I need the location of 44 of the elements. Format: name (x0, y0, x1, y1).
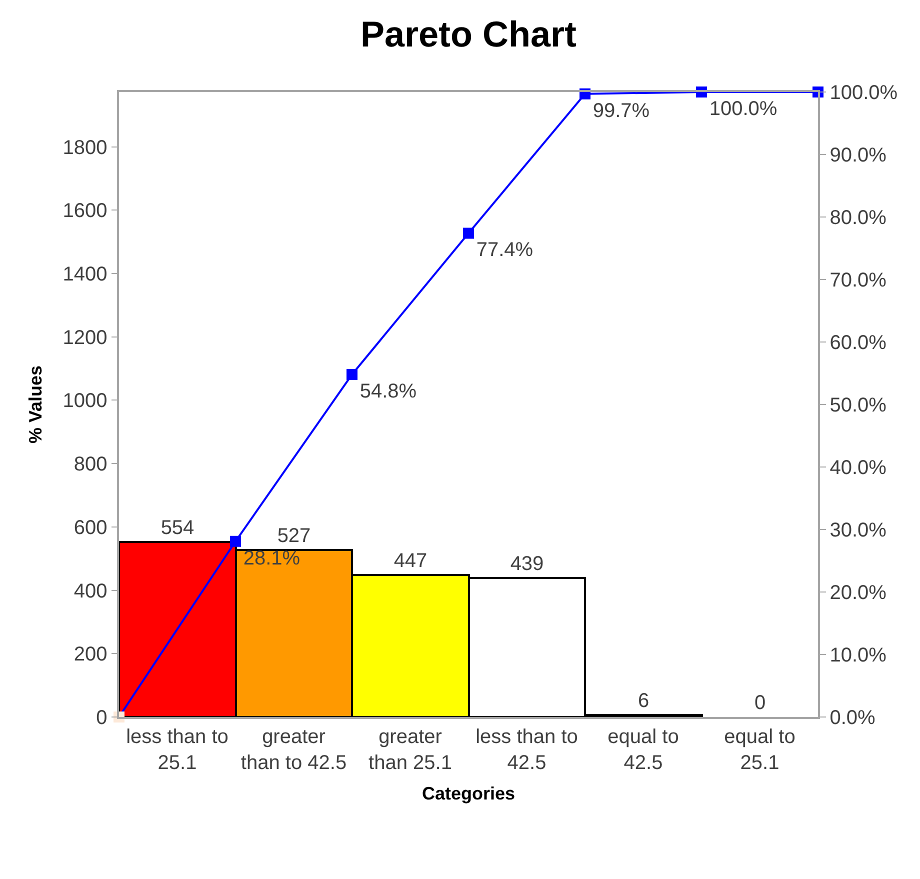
x-tick-label: greater than 25.1 (368, 726, 452, 774)
x-tick-label: less than to 25.1 (126, 726, 228, 774)
y-tick-label: 1200 (62, 326, 108, 349)
x-axis-title: Categories (422, 783, 516, 804)
data-label: 527 (277, 525, 311, 547)
x-tick-label: equal to 42.5 (608, 726, 679, 774)
x-tick-label: less than to 42.5 (476, 726, 578, 774)
y-tick-label: 0 (96, 707, 108, 729)
y-axis-title: % Values (25, 365, 46, 444)
data-label: 6 (638, 690, 650, 712)
point (230, 536, 241, 547)
point (463, 228, 474, 239)
point (346, 369, 358, 380)
x-tick-label: greater than to 42.5 (240, 726, 347, 774)
y2-tick-label: 60.0% (830, 332, 887, 354)
data-label: 0 (754, 692, 766, 714)
data-label: 554 (160, 517, 194, 539)
x-tick-label: equal to 25.1 (724, 726, 796, 774)
y-tick-label: 800 (74, 454, 108, 476)
y2-tick-label: 40.0% (830, 457, 887, 479)
data-label: 77.4% (476, 239, 534, 262)
chart-title: Pareto Chart (360, 14, 577, 55)
y2-tick-label: 20.0% (830, 582, 887, 604)
data-label: 28.1% (243, 547, 300, 570)
y2-tick-label: 100.0% (830, 82, 898, 104)
data-label: 447 (394, 550, 428, 572)
y-tick-label: 1800 (62, 136, 108, 159)
y-tick-label: 1600 (62, 200, 108, 222)
y-tick-label: 1400 (62, 264, 108, 286)
y2-tick-label: 30.0% (830, 520, 887, 542)
y-tick-label: 400 (74, 580, 108, 602)
data-label: 439 (510, 553, 544, 575)
y2-tick-label: 70.0% (830, 270, 887, 292)
data-label: 99.7% (592, 100, 650, 122)
y2-tick-label: 90.0% (830, 144, 887, 166)
y2-tick-label: 80.0% (830, 207, 887, 229)
y-tick-label: 200 (74, 644, 108, 666)
data-label: 100.0% (709, 98, 778, 120)
data-label: 54.8% (360, 380, 417, 402)
y2-tick-label: 50.0% (830, 394, 887, 416)
y-tick-label: 600 (74, 516, 108, 539)
y2-tick-label: 10.0% (830, 644, 887, 666)
y-tick-label: 1000 (62, 390, 108, 412)
y2-tick-label: 0.0% (830, 707, 876, 729)
